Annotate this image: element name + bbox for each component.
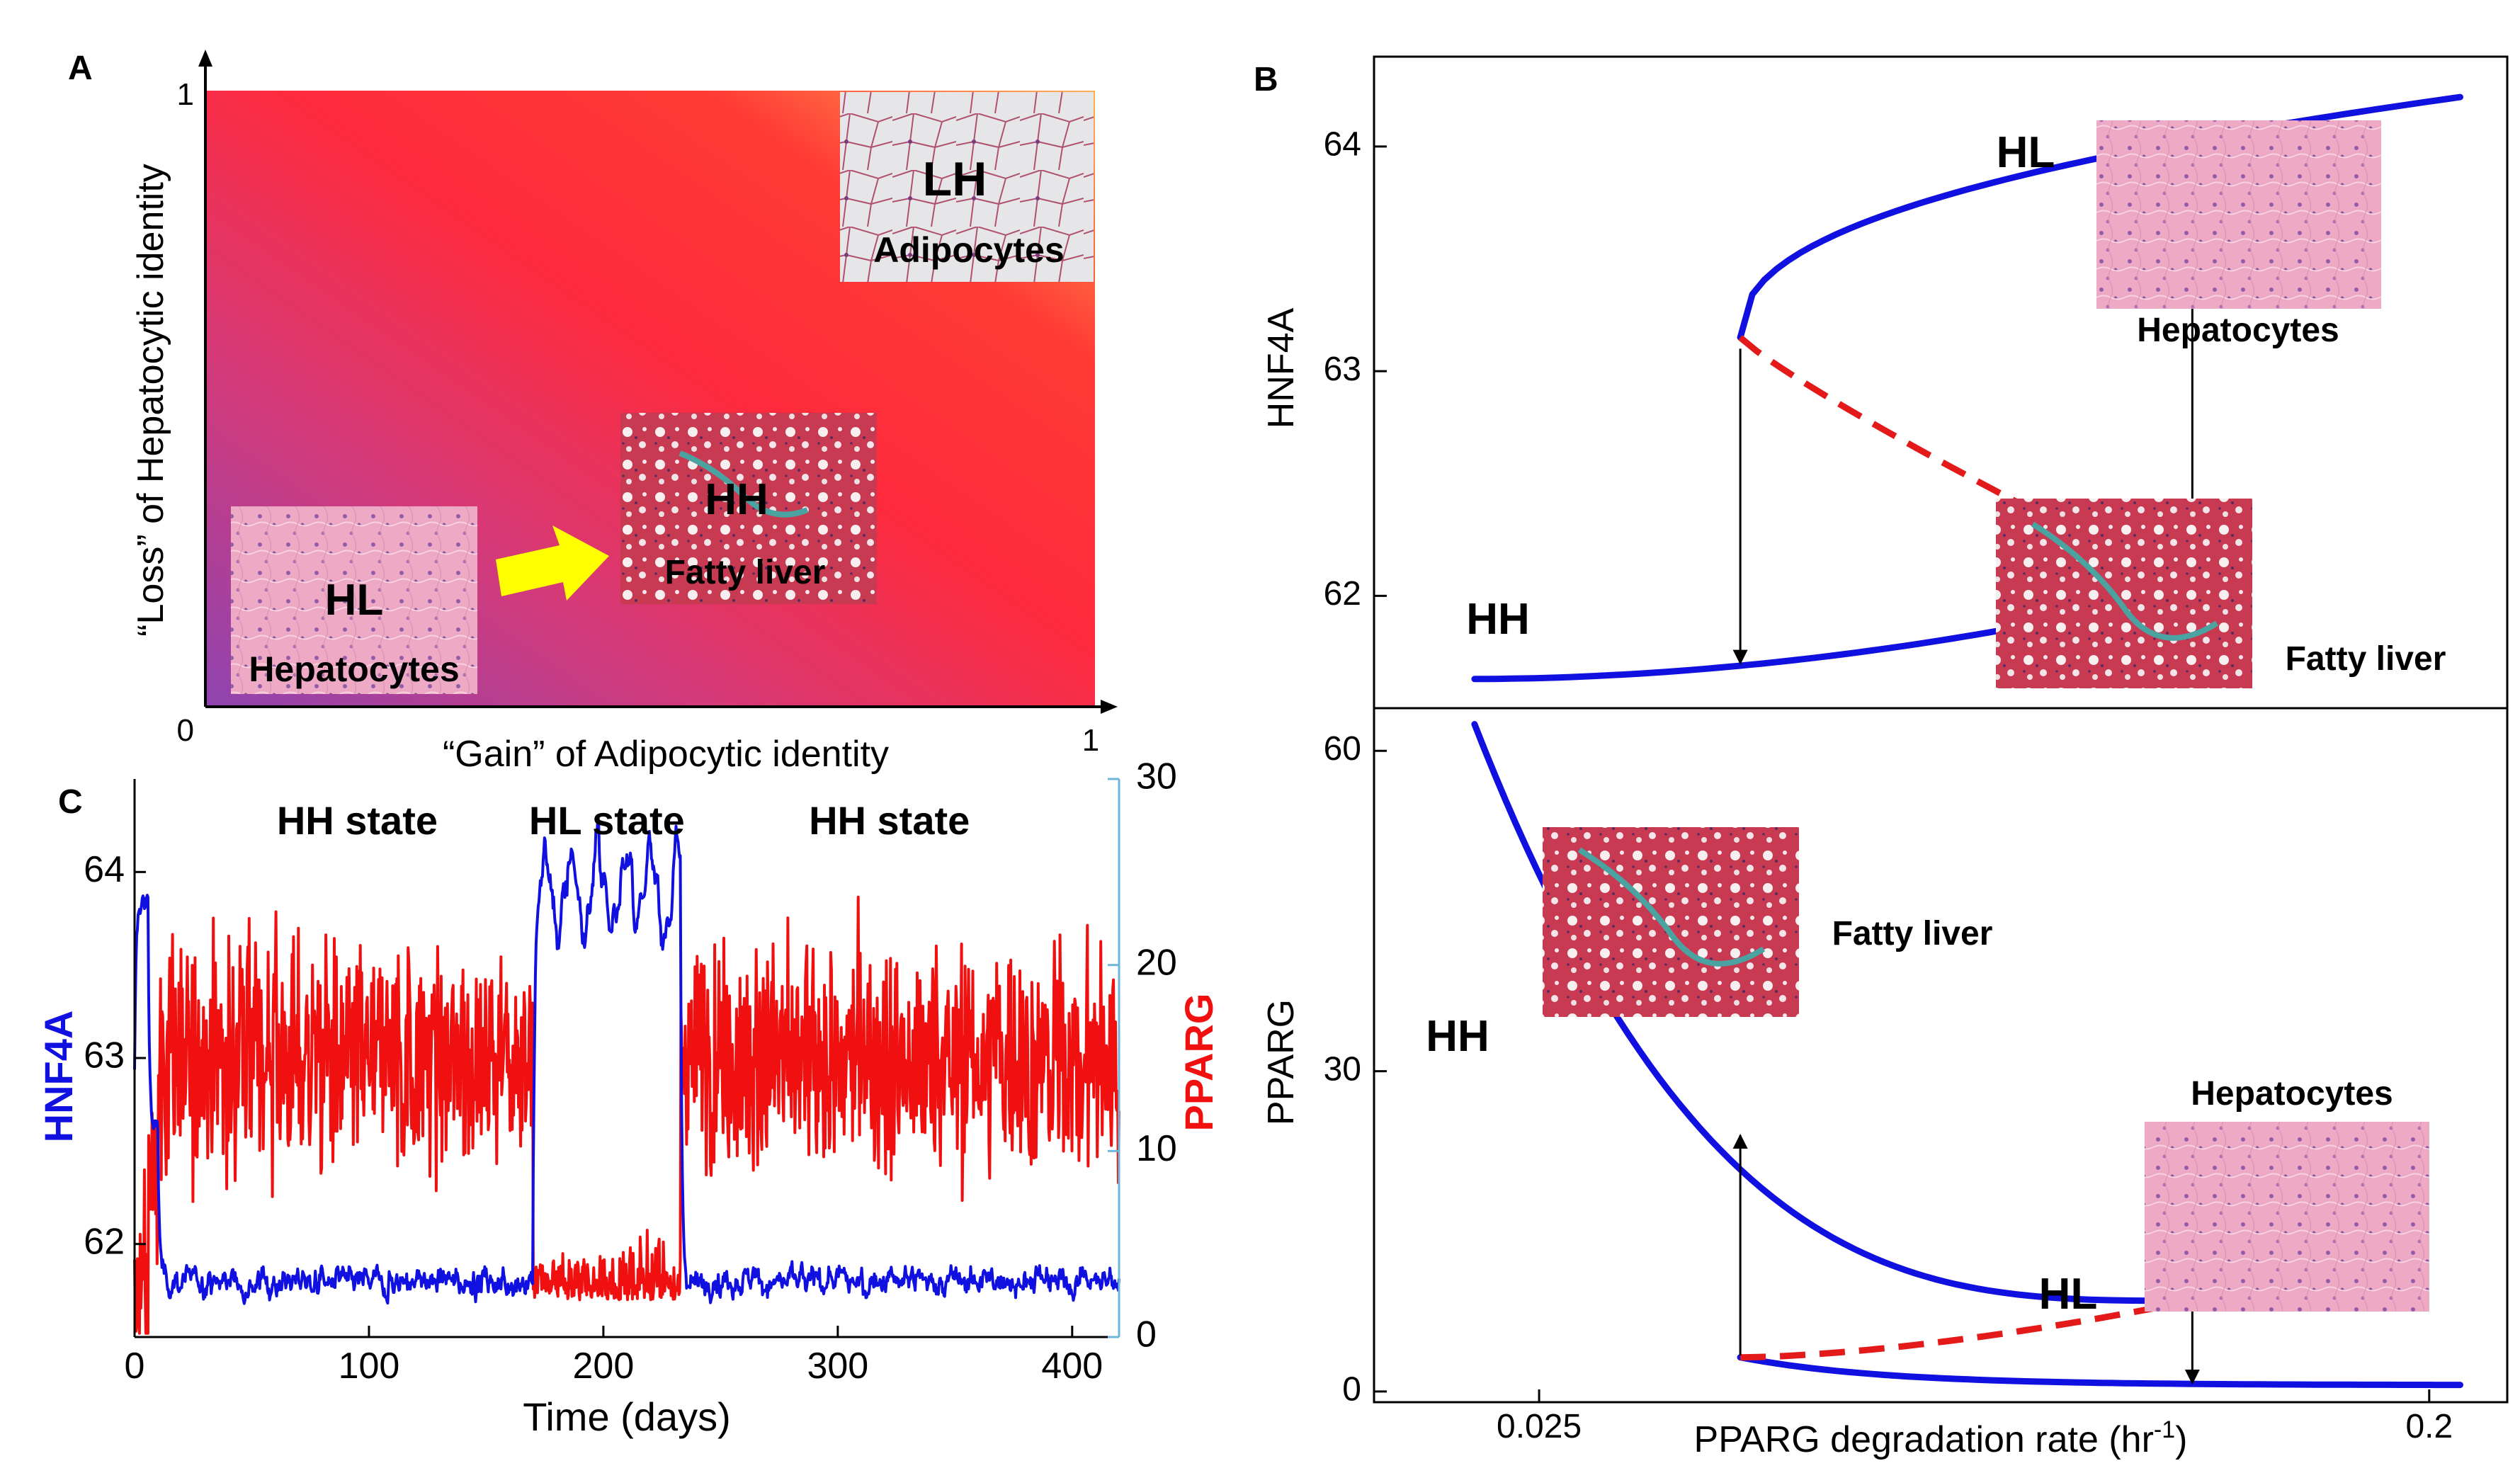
a-lh-state-label: LH [923, 152, 987, 206]
b-bottom-y-axis-label: PPARG [1261, 999, 1302, 1125]
b-bottom-y-axis: 0 30 60 [1324, 730, 1387, 1409]
b-bottom-y-tick-30: 30 [1324, 1050, 1361, 1088]
b-bottom-hepatocytes-image [2145, 1122, 2429, 1312]
c-time-series [133, 814, 1120, 1335]
lh-adipocytes-image [840, 92, 1094, 282]
a-adipocytes-label: Adipocytes [873, 230, 1065, 270]
b-x-axis-label-prefix: PPARG degradation rate (hr [1694, 1419, 2154, 1460]
c-x-tick-200: 200 [573, 1346, 635, 1387]
b-top-y-axis-label: HNF4A [1261, 307, 1302, 428]
c-state-label-hh-2: HH state [809, 798, 970, 843]
b-x-axis-label-suffix: ) [2175, 1419, 2187, 1460]
c-left-ticks: 62 63 64 [84, 849, 146, 1262]
a-x-tick-1: 1 [1082, 723, 1099, 758]
c-right-tick-30: 30 [1136, 756, 1177, 797]
hh-fatty-liver-image [620, 413, 877, 604]
c-right-ticks: 0 10 20 30 [1108, 756, 1177, 1355]
b-bottom-y-tick-60: 60 [1324, 730, 1361, 768]
panel-b: B 62 63 64 HNF4A HL HH Hepatocytes Fatty… [1254, 55, 2509, 1460]
c-right-tick-0: 0 [1136, 1314, 1157, 1355]
b-top-hepatocytes-label: Hepatocytes [2137, 312, 2339, 349]
c-left-axis-label: HNF4A [36, 1011, 81, 1143]
c-right-axis-label: PPARG [1176, 994, 1221, 1132]
c-left-tick-62: 62 [84, 1221, 125, 1262]
b-bottom-hh-label: HH [1426, 1012, 1489, 1061]
b-bottom-hepatocytes-label: Hepatocytes [2191, 1075, 2393, 1113]
a-fatty-liver-label: Fatty liver [665, 554, 826, 591]
c-x-axis-label: Time (days) [523, 1394, 731, 1439]
panel-label-c: C [58, 783, 83, 821]
b-x-axis-label: PPARG degradation rate (hr-1) [1694, 1416, 2188, 1460]
a-x-axis-arrowhead [1101, 700, 1118, 714]
a-y-axis-arrowhead [198, 50, 212, 67]
c-pparg-trace [133, 895, 1120, 1335]
b-top-hh-label: HH [1466, 595, 1530, 644]
c-left-tick-63: 63 [84, 1035, 125, 1076]
b-x-tick-0.025: 0.025 [1497, 1408, 1582, 1445]
panel-label-a: A [68, 50, 93, 87]
c-left-tick-64: 64 [84, 849, 125, 890]
panel-a: A 0 1 1 “Gain” of Adipocytic identity “L… [68, 50, 1118, 775]
a-hl-state-label: HL [325, 576, 384, 625]
b-top-y-axis: 62 63 64 [1324, 126, 1387, 613]
b-bottom-unstable-branch [1740, 1297, 2193, 1361]
panel-label-b: B [1254, 61, 1278, 98]
a-fatty-liver-vessel-icon [679, 450, 809, 518]
b-bottom-frame [1373, 707, 2509, 1404]
b-top-hl-label: HL [1997, 128, 2055, 177]
a-x-tick-0: 0 [177, 713, 194, 748]
b-top-y-tick-63: 63 [1324, 351, 1361, 388]
b-bottom-fatty-liver-label: Fatty liver [1832, 915, 1993, 952]
a-y-tick-1: 1 [177, 77, 194, 112]
c-state-label-hl: HL state [529, 798, 685, 843]
a-y-axis-label: “Loss” of Hepatocytic identity [130, 164, 171, 637]
c-x-tick-300: 300 [807, 1346, 868, 1387]
b-bottom-lower-stable-branch [1737, 1354, 2463, 1389]
b-bottom-fatty-liver-image [1543, 827, 1799, 1017]
a-x-axis-label: “Gain” of Adipocytic identity [443, 734, 889, 775]
b-top-y-tick-62: 62 [1324, 575, 1361, 613]
b-x-tick-0.2: 0.2 [2405, 1408, 2453, 1445]
a-hepatocytes-label: Hepatocytes [249, 649, 459, 689]
c-state-label-hh-1: HH state [277, 798, 438, 843]
b-top-y-tick-64: 64 [1324, 126, 1361, 164]
c-right-tick-10: 10 [1136, 1128, 1177, 1169]
b-bottom-fatty-liver-vessel-icon [1577, 847, 1766, 967]
c-x-tick-400: 400 [1041, 1346, 1103, 1387]
c-x-tick-100: 100 [339, 1346, 400, 1387]
c-x-tick-0: 0 [125, 1346, 145, 1387]
b-x-axis-label-superscript: -1 [2154, 1416, 2175, 1443]
hl-hepatocytes-image [231, 506, 477, 694]
a-hh-state-label: HH [705, 475, 768, 524]
b-top-fatty-liver-label: Fatty liver [2286, 640, 2446, 678]
c-hnf4a-trace [133, 814, 1120, 1305]
c-x-ticks: 0 100 200 300 400 [125, 1326, 1103, 1387]
transition-arrow-icon [496, 525, 609, 601]
b-top-hepatocytes-image [2096, 120, 2381, 309]
b-top-fatty-liver-vessel-icon [2031, 521, 2219, 641]
b-bottom-y-tick-0: 0 [1342, 1371, 1361, 1409]
b-bottom-hl-label: HL [2039, 1270, 2098, 1319]
panel-c: C 0 100 200 300 400 62 63 64 0 10 20 30 Time (day… [36, 756, 1221, 1439]
c-right-tick-20: 20 [1136, 942, 1177, 983]
